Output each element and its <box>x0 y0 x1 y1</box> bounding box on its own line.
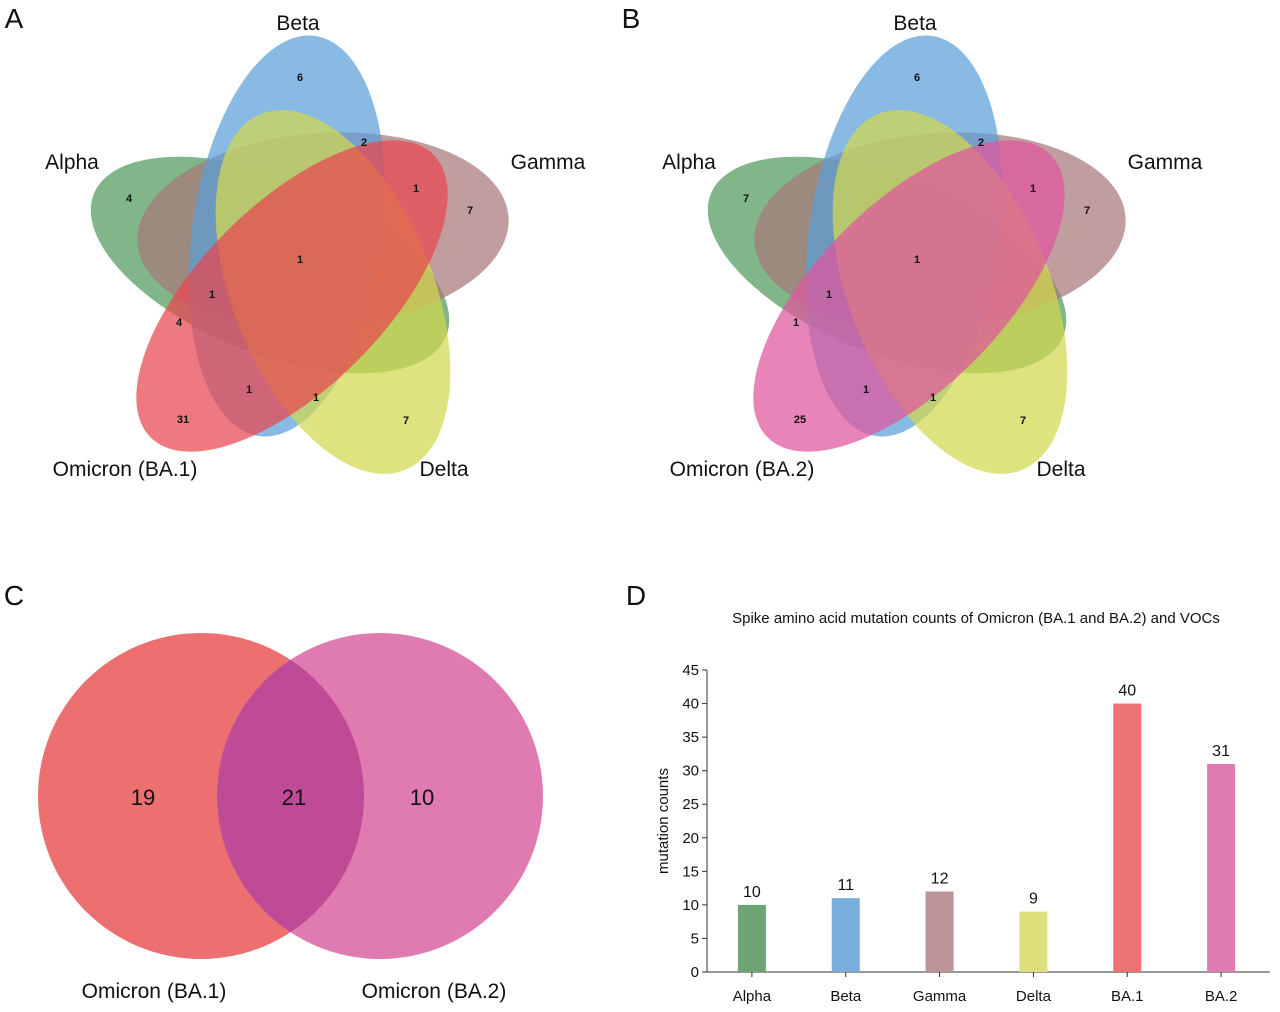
data-label: 11 <box>837 877 854 894</box>
region-count: 6 <box>297 72 303 84</box>
set-label: Delta <box>1036 458 1085 481</box>
set-label: Alpha <box>662 151 716 174</box>
region-count: 1 <box>413 183 419 195</box>
panel-label: B <box>622 3 641 34</box>
set-label: Beta <box>276 12 320 35</box>
region-count: 1 <box>297 254 303 266</box>
region-count: 1 <box>863 384 869 396</box>
x-tick-label: Gamma <box>913 988 967 1005</box>
x-tick-label: Alpha <box>733 988 772 1005</box>
bar-ba-2 <box>1207 763 1236 972</box>
region-count: 1 <box>1030 183 1036 195</box>
region-count: 1 <box>209 289 215 301</box>
region-count: 1 <box>313 392 319 404</box>
region-count: 21 <box>282 785 306 810</box>
region-count: 10 <box>410 785 434 810</box>
data-label: 40 <box>1118 683 1136 700</box>
region-count: 19 <box>131 785 155 810</box>
y-tick-label: 35 <box>682 729 699 746</box>
y-tick-label: 15 <box>682 863 699 880</box>
region-count: 1 <box>914 254 920 266</box>
x-tick-label: Delta <box>1016 988 1052 1005</box>
y-tick-label: 5 <box>691 930 699 947</box>
panel-label: D <box>626 580 646 611</box>
y-axis-label: mutation counts <box>655 768 672 874</box>
set-label: Omicron (BA.2) <box>362 980 507 1003</box>
y-tick-label: 10 <box>682 897 699 914</box>
set-ellipse-omicron-ba-1- <box>136 140 448 452</box>
x-tick-label: BA.2 <box>1205 988 1238 1005</box>
panel-label: C <box>4 580 24 611</box>
x-tick-label: Beta <box>830 988 862 1005</box>
region-count: 1 <box>930 392 936 404</box>
region-count: 2 <box>361 137 367 149</box>
set-label: Gamma <box>511 151 586 174</box>
bar-ba-1 <box>1113 703 1142 972</box>
panel-label: A <box>5 3 24 34</box>
region-count: 1 <box>246 384 252 396</box>
region-count: 6 <box>914 72 920 84</box>
region-count: 31 <box>177 414 189 426</box>
region-count: 2 <box>978 137 984 149</box>
set-label: Gamma <box>1128 151 1203 174</box>
bar-beta <box>831 898 860 972</box>
data-label: 12 <box>931 870 949 887</box>
overlap-region <box>217 633 364 959</box>
set-label: Omicron (BA.1) <box>82 980 227 1003</box>
y-tick-label: 0 <box>691 964 699 981</box>
bar-alpha <box>737 904 766 972</box>
venn-panel-A <box>90 35 509 474</box>
region-count: 25 <box>794 414 806 426</box>
bar-delta <box>1019 911 1048 972</box>
set-label: Omicron (BA.2) <box>670 458 815 481</box>
region-count: 7 <box>743 193 749 205</box>
y-tick-label: 20 <box>682 830 699 847</box>
y-tick-label: 30 <box>682 763 699 780</box>
data-label: 10 <box>743 884 761 901</box>
region-count: 4 <box>176 317 183 329</box>
venn-panel-B <box>707 35 1126 474</box>
region-count: 7 <box>467 205 473 217</box>
region-count: 7 <box>1020 415 1026 427</box>
data-label: 31 <box>1212 743 1230 760</box>
set-ellipse-omicron-ba-2- <box>753 140 1065 452</box>
region-count: 4 <box>126 193 133 205</box>
region-count: 1 <box>793 317 799 329</box>
y-tick-label: 45 <box>682 662 699 679</box>
x-tick-label: BA.1 <box>1111 988 1144 1005</box>
region-count: 7 <box>403 415 409 427</box>
region-count: 7 <box>1084 205 1090 217</box>
set-label: Delta <box>419 458 468 481</box>
data-label: 9 <box>1029 891 1038 908</box>
set-label: Omicron (BA.1) <box>53 458 198 481</box>
region-count: 1 <box>826 289 832 301</box>
set-label: Beta <box>893 12 937 35</box>
y-tick-label: 40 <box>682 696 699 713</box>
bar-gamma <box>925 891 954 972</box>
chart-title: Spike amino acid mutation counts of Omic… <box>732 610 1220 627</box>
set-label: Alpha <box>45 151 99 174</box>
y-tick-label: 25 <box>682 796 699 813</box>
